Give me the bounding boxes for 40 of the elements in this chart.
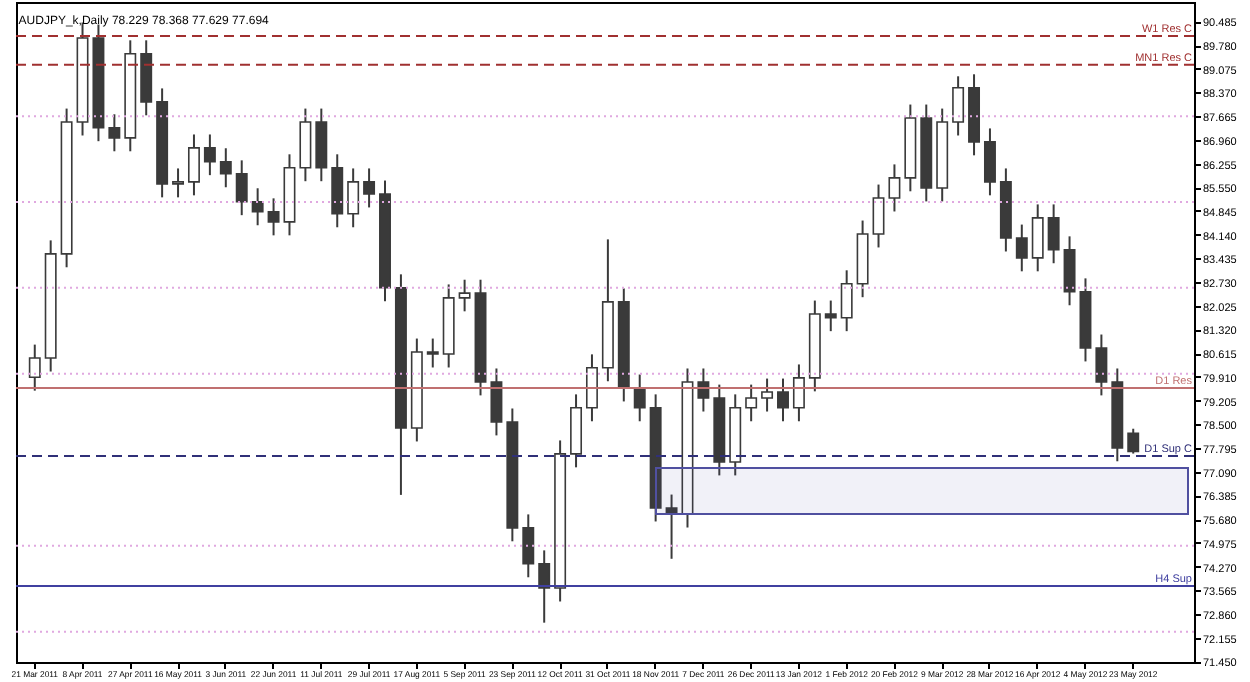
candlestick [633, 373, 646, 423]
candlestick [235, 159, 248, 217]
candlestick [952, 75, 965, 137]
candlestick [983, 127, 996, 197]
candlestick [840, 269, 853, 333]
candlestick [363, 167, 376, 209]
candlestick [490, 367, 503, 437]
candlestick [745, 383, 758, 423]
candlestick [108, 113, 121, 153]
candlestick [792, 363, 805, 423]
candlestick [824, 299, 837, 333]
candlestick [219, 147, 232, 189]
candlestick [585, 353, 598, 423]
candlestick [28, 343, 41, 392]
candlestick [315, 107, 328, 183]
candlestick [761, 377, 774, 413]
candlestick [665, 493, 678, 560]
candlestick [1047, 203, 1060, 265]
candlestick [251, 187, 264, 227]
candlestick [777, 377, 789, 423]
candlestick [172, 167, 185, 199]
candlestick [522, 513, 535, 579]
candlestick [331, 153, 344, 229]
candlestick [538, 549, 551, 624]
candlestick [203, 133, 216, 177]
candlestick [570, 393, 583, 469]
candlestick [187, 133, 200, 197]
candlestick [872, 183, 885, 249]
candlestick [458, 278, 471, 313]
candlestick [426, 337, 439, 369]
candlestick [1127, 427, 1140, 455]
candlestick [697, 367, 710, 413]
candlestick [347, 167, 360, 229]
candlestick [1095, 333, 1108, 397]
candlestick [1063, 235, 1076, 307]
candlestick [299, 107, 312, 183]
candlestick [1031, 203, 1044, 273]
candlestick [1015, 223, 1028, 273]
candlestick [267, 197, 280, 237]
candlestick [888, 163, 901, 213]
